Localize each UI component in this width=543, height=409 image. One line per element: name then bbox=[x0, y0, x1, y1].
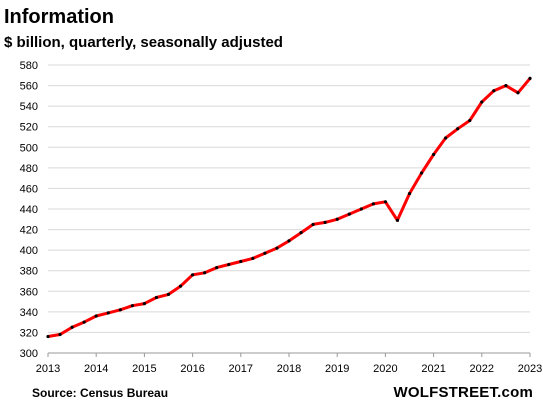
data-point bbox=[299, 231, 303, 235]
x-axis-ticks: 2013 2014 2015 2016 2017 2018 2019 2020 2021 2022… bbox=[36, 353, 542, 375]
data-point bbox=[130, 304, 134, 308]
data-point bbox=[347, 212, 351, 216]
y-tick-label: 560 bbox=[20, 81, 38, 93]
data-point bbox=[407, 191, 412, 196]
y-tick-label: 460 bbox=[20, 183, 38, 195]
data-point bbox=[287, 239, 291, 243]
data-point bbox=[215, 266, 219, 270]
data-point bbox=[395, 218, 400, 222]
data-point bbox=[444, 136, 448, 140]
data-point bbox=[432, 152, 436, 157]
y-tick-label: 420 bbox=[20, 225, 38, 237]
data-point bbox=[154, 295, 159, 300]
data-point bbox=[359, 207, 363, 211]
series-line bbox=[46, 76, 532, 338]
data-point bbox=[191, 273, 195, 277]
data-point bbox=[106, 311, 110, 315]
data-point bbox=[311, 222, 315, 227]
data-point bbox=[70, 325, 74, 329]
data-point bbox=[82, 320, 86, 324]
data-point bbox=[516, 91, 520, 95]
x-tick-label: 2016 bbox=[180, 363, 204, 375]
x-tick-label: 2015 bbox=[132, 363, 156, 375]
series-group bbox=[46, 76, 532, 339]
chart-subtitle: $ billion, quarterly, seasonally adjuste… bbox=[4, 34, 283, 51]
y-tick-label: 580 bbox=[20, 60, 38, 72]
data-point bbox=[58, 332, 62, 337]
data-point bbox=[480, 100, 484, 104]
y-tick-label: 320 bbox=[20, 327, 38, 339]
data-point bbox=[492, 89, 496, 93]
data-point bbox=[203, 271, 207, 275]
y-tick-label: 380 bbox=[20, 266, 38, 278]
x-tick-label: 2023 bbox=[518, 363, 542, 375]
data-point bbox=[383, 200, 387, 204]
data-point bbox=[468, 118, 472, 123]
data-point bbox=[227, 262, 231, 267]
data-point bbox=[118, 308, 122, 312]
x-tick-label: 2022 bbox=[470, 363, 494, 375]
y-tick-label: 400 bbox=[20, 245, 38, 257]
data-point bbox=[251, 256, 255, 260]
data-point bbox=[94, 314, 98, 318]
x-tick-label: 2019 bbox=[325, 363, 349, 375]
y-tick-label: 480 bbox=[20, 163, 38, 175]
data-point bbox=[371, 202, 375, 206]
data-point bbox=[263, 251, 267, 255]
data-point bbox=[504, 83, 508, 88]
y-axis-ticks: 300 320 340 360 380 400 420 440 460 480 500 520 540 5… bbox=[20, 60, 38, 360]
data-point bbox=[142, 302, 146, 306]
x-tick-label: 2021 bbox=[421, 363, 445, 375]
brand-logo-text: WOLFSTREET.com bbox=[393, 384, 533, 401]
data-point bbox=[419, 171, 424, 175]
data-point bbox=[46, 334, 50, 339]
data-point bbox=[335, 217, 339, 221]
data-point bbox=[166, 292, 171, 296]
x-tick-label: 2013 bbox=[36, 363, 60, 375]
data-point bbox=[456, 127, 460, 131]
source-note: Source: Census Bureau bbox=[32, 386, 169, 400]
data-point bbox=[239, 259, 243, 264]
y-tick-label: 360 bbox=[20, 286, 38, 298]
x-tick-label: 2018 bbox=[277, 363, 301, 375]
y-tick-label: 520 bbox=[20, 122, 38, 134]
data-point bbox=[178, 284, 183, 288]
x-tick-label: 2020 bbox=[373, 363, 397, 375]
y-tick-label: 440 bbox=[20, 204, 38, 216]
grid-lines bbox=[48, 64, 530, 354]
x-tick-label: 2014 bbox=[84, 363, 108, 375]
data-point bbox=[323, 220, 327, 224]
data-point bbox=[528, 76, 532, 80]
y-tick-label: 340 bbox=[20, 307, 38, 319]
y-tick-label: 500 bbox=[20, 142, 38, 154]
y-tick-label: 540 bbox=[20, 101, 38, 113]
data-point bbox=[275, 246, 279, 250]
y-tick-label: 300 bbox=[20, 348, 38, 360]
chart-title: Information bbox=[4, 6, 114, 28]
x-tick-label: 2017 bbox=[229, 363, 253, 375]
